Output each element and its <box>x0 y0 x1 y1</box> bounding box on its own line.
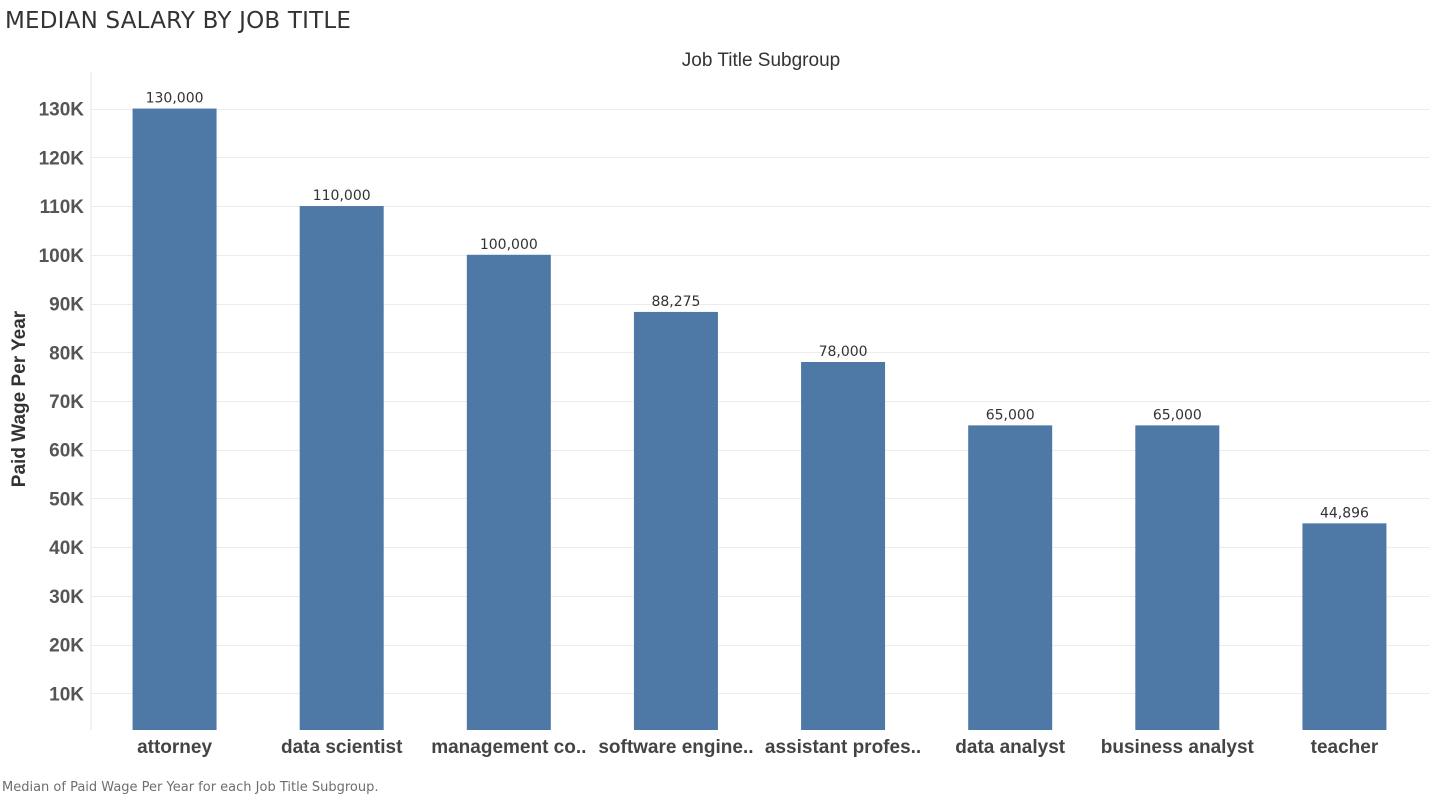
y-tick-label: 30K <box>49 587 84 608</box>
y-tick-label: 120K <box>39 148 85 169</box>
sheet-title: MEDIAN SALARY BY JOB TITLE <box>5 8 352 34</box>
x-category-label: business analyst <box>1101 737 1255 758</box>
bar-data-scientist[interactable] <box>299 206 384 730</box>
x-category-label: software engine.. <box>598 737 753 758</box>
y-tick-label: 60K <box>49 441 84 462</box>
y-tick-label: 80K <box>49 343 84 364</box>
bar-data-analyst[interactable] <box>968 425 1053 730</box>
bar-software-engine[interactable] <box>633 311 718 730</box>
gridlines <box>90 72 1430 730</box>
data-label: 65,000 <box>986 407 1035 423</box>
x-category-label: attorney <box>137 737 212 758</box>
y-tick-label: 10K <box>49 684 84 705</box>
data-label: 100,000 <box>480 237 538 253</box>
bar-assistant-profes[interactable] <box>801 362 886 730</box>
data-label: 130,000 <box>146 91 204 107</box>
data-label: 44,896 <box>1320 505 1369 521</box>
y-axis-title: Paid Wage Per Year <box>9 310 30 487</box>
y-tick-label: 110K <box>40 197 85 218</box>
x-category-label: management co.. <box>431 737 586 758</box>
data-label: 78,000 <box>819 344 868 360</box>
y-tick-label: 130K <box>39 100 85 121</box>
y-tick-label: 40K <box>49 538 84 559</box>
bar-management-co[interactable] <box>466 254 551 730</box>
data-label: 65,000 <box>1153 407 1202 423</box>
y-tick-label: 100K <box>39 246 85 267</box>
data-label: 88,275 <box>651 294 700 310</box>
x-category-label: data analyst <box>955 737 1065 758</box>
bars: 130,000 110,000 100,000 88,275 78,000 65,000 6… <box>132 91 1387 731</box>
x-category-label: data scientist <box>281 737 403 758</box>
x-category-label: assistant profes.. <box>765 737 921 758</box>
y-tick-label: 20K <box>49 636 84 657</box>
column-header-title: Job Title Subgroup <box>682 50 840 71</box>
sheet-caption: Median of Paid Wage Per Year for each Jo… <box>2 780 379 795</box>
y-tick-label: 50K <box>49 489 84 510</box>
x-axis: attorney data scientist management co.. sof… <box>137 737 1379 758</box>
y-tick-label: 70K <box>49 392 84 413</box>
data-label: 110,000 <box>313 188 371 204</box>
x-category-label: teacher <box>1311 737 1379 758</box>
y-tick-label: 90K <box>49 295 84 316</box>
bar-business-analyst[interactable] <box>1135 425 1220 730</box>
bar-attorney[interactable] <box>132 108 217 731</box>
bar-teacher[interactable] <box>1302 523 1387 730</box>
y-axis: 10K 20K 30K 40K 50K 60K 70K 80K 90K 100K 110K 120K 1… <box>39 100 85 706</box>
